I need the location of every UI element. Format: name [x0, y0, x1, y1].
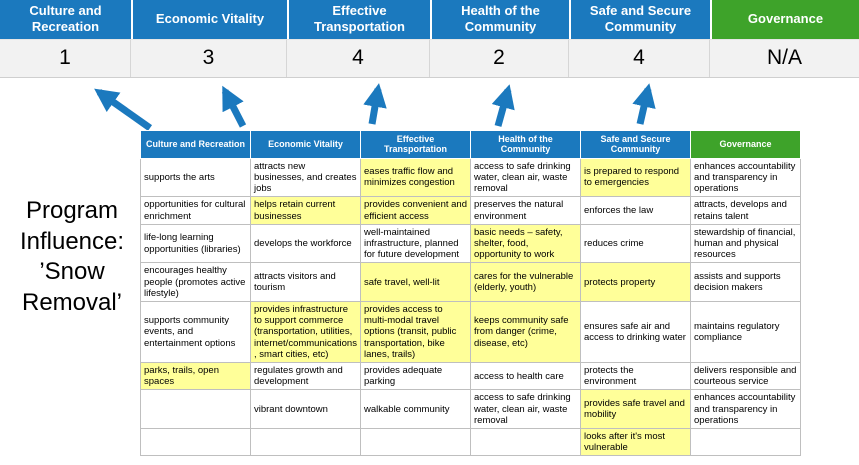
matrix-cell	[140, 389, 251, 429]
matrix-cell: supports the arts	[140, 157, 251, 198]
scoreboard: Culture and Recreation Economic Vitality E…	[0, 0, 859, 78]
score-economic-vitality: 3	[131, 38, 287, 77]
score-health-of-the-community: 2	[430, 38, 569, 77]
matrix-cell: provides convenient and efficient access	[360, 196, 471, 225]
matrix-cell: protects property	[580, 262, 691, 302]
matrix-cell: basic needs – safety, shelter, food, opp…	[470, 223, 581, 264]
matrix-cell: attracts, develops and retains talent	[690, 196, 801, 225]
program-label: Program Influence: ’Snow Removal’	[19, 197, 125, 317]
matrix-row: supports community events, and entertain…	[140, 300, 801, 363]
matrix-header-safe-and-secure-community: Safe and Secure Community	[580, 130, 691, 159]
matrix-cell: access to safe drinking water, clean air…	[470, 389, 581, 429]
matrix-cell: protects the environment	[580, 361, 691, 391]
matrix-cell: provides safe travel and mobility	[580, 389, 691, 429]
matrix-cell: enhances accountability and transparency…	[690, 389, 801, 429]
matrix-cell: life-long learning opportunities (librar…	[140, 223, 251, 264]
matrix-header-governance: Governance	[690, 130, 801, 159]
influence-matrix: Culture and Recreation Economic Vitality E…	[140, 130, 801, 457]
matrix-cell: preserves the natural environment	[470, 196, 581, 225]
score-safe-and-secure-community: 4	[569, 38, 710, 77]
matrix-cell: is prepared to respond to emergencies	[580, 157, 691, 198]
matrix-row: looks after it's most vulnerable	[140, 427, 801, 457]
matrix-cell: keeps community safe from danger (crime,…	[470, 300, 581, 363]
matrix-row: encourages healthy people (promotes acti…	[140, 262, 801, 302]
matrix-cell: walkable community	[360, 389, 471, 429]
matrix-row: parks, trails, open spaces regulates grow…	[140, 361, 801, 391]
score-culture-and-recreation: 1	[0, 38, 131, 77]
score-governance: N/A	[710, 38, 859, 77]
matrix-row: supports the arts attracts new businesses…	[140, 157, 801, 198]
scoreboard-score-row: 1 3 4 2 4 N/A	[0, 38, 859, 78]
matrix-cell: eases traffic flow and minimizes congest…	[360, 157, 471, 198]
matrix-header-culture-and-recreation: Culture and Recreation	[140, 130, 251, 159]
matrix-cell: parks, trails, open spaces	[140, 361, 251, 391]
up-arrow-icon	[491, 84, 515, 127]
matrix-cell: enforces the law	[580, 196, 691, 225]
scoreboard-header-health-of-the-community: Health of the Community	[430, 0, 569, 39]
up-arrow-icon	[221, 85, 247, 128]
matrix-cell: vibrant downtown	[250, 389, 361, 429]
matrix-row: life-long learning opportunities (librar…	[140, 223, 801, 264]
scoreboard-header-economic-vitality: Economic Vitality	[131, 0, 287, 39]
matrix-header-economic-vitality: Economic Vitality	[250, 130, 361, 159]
matrix-cell	[360, 427, 471, 457]
scoreboard-header-culture-and-recreation: Culture and Recreation	[0, 0, 131, 39]
up-arrow-icon	[94, 88, 153, 131]
matrix-cell: enhances accountability and transparency…	[690, 157, 801, 198]
matrix-cell: supports community events, and entertain…	[140, 300, 251, 363]
matrix-header-health-of-the-community: Health of the Community	[470, 130, 581, 159]
matrix-body: supports the arts attracts new businesses…	[140, 157, 801, 457]
matrix-cell	[690, 427, 801, 457]
matrix-cell: access to health care	[470, 361, 581, 391]
matrix-cell: opportunities for cultural enrichment	[140, 196, 251, 225]
matrix-cell: cares for the vulnerable (elderly, youth…	[470, 262, 581, 302]
matrix-cell: looks after it's most vulnerable	[580, 427, 691, 457]
matrix-cell	[140, 427, 251, 457]
up-arrow-icon	[632, 83, 656, 125]
matrix-cell: maintains regulatory compliance	[690, 300, 801, 363]
matrix-cell: encourages healthy people (promotes acti…	[140, 262, 251, 302]
scoreboard-header-row: Culture and Recreation Economic Vitality E…	[0, 0, 859, 39]
matrix-cell: develops the workforce	[250, 223, 361, 264]
matrix-header-effective-transportation: Effective Transportation	[360, 130, 471, 159]
matrix-row: vibrant downtown walkable community access…	[140, 389, 801, 429]
matrix-cell: assists and supports decision makers	[690, 262, 801, 302]
matrix-cell: safe travel, well-lit	[360, 262, 471, 302]
matrix-cell: access to safe drinking water, clean air…	[470, 157, 581, 198]
matrix-row: opportunities for cultural enrichment hel…	[140, 196, 801, 225]
matrix-cell: attracts visitors and tourism	[250, 262, 361, 302]
scoreboard-header-safe-and-secure-community: Safe and Secure Community	[569, 0, 710, 39]
matrix-cell: provides adequate parking	[360, 361, 471, 391]
matrix-cell: stewardship of financial, human and phys…	[690, 223, 801, 264]
up-arrow-icon	[363, 83, 387, 125]
matrix-cell: helps retain current businesses	[250, 196, 361, 225]
matrix-cell: well-maintained infrastructure, planned …	[360, 223, 471, 264]
matrix-cell: provides access to multi-modal travel op…	[360, 300, 471, 363]
matrix-cell: delivers responsible and courteous servi…	[690, 361, 801, 391]
matrix-cell: reduces crime	[580, 223, 691, 264]
matrix-cell: regulates growth and development	[250, 361, 361, 391]
matrix-cell	[250, 427, 361, 457]
matrix-cell	[470, 427, 581, 457]
matrix-cell: ensures safe air and access to drinking …	[580, 300, 691, 363]
matrix-header-row: Culture and Recreation Economic Vitality E…	[140, 130, 801, 159]
arrows-layer	[94, 83, 656, 131]
matrix-cell: provides infrastructure to support comme…	[250, 300, 361, 363]
scoreboard-header-governance: Governance	[710, 0, 859, 39]
score-effective-transportation: 4	[287, 38, 430, 77]
matrix-cell: attracts new businesses, and creates job…	[250, 157, 361, 198]
scoreboard-header-effective-transportation: Effective Transportation	[287, 0, 430, 39]
